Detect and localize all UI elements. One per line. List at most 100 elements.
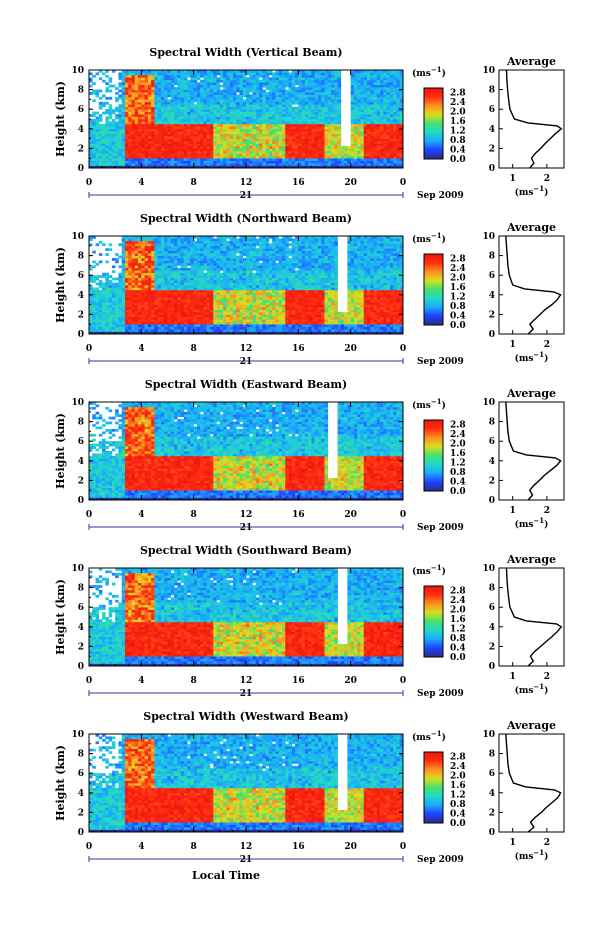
heatmap-cell	[147, 287, 152, 291]
heatmap-cell	[177, 270, 181, 274]
heatmap-cell	[105, 321, 109, 325]
heatmap-cell	[363, 136, 368, 139]
heatmap-cell	[193, 324, 198, 327]
heatmap-cell	[157, 92, 162, 95]
heatmap-cell	[213, 92, 217, 95]
heatmap-cell	[232, 123, 237, 127]
heatmap-cell	[151, 275, 155, 278]
heatmap-cell	[383, 116, 387, 120]
heatmap-cell	[170, 309, 175, 313]
heatmap-cell	[170, 304, 175, 308]
heatmap-cell	[206, 143, 211, 147]
heatmap-cell	[141, 109, 145, 112]
heatmap-cell	[360, 109, 365, 112]
heatmap-cell	[337, 126, 342, 130]
heatmap-cell	[144, 250, 149, 254]
heatmap-cell	[177, 99, 181, 103]
heatmap-cell	[242, 153, 247, 157]
heatmap-cell	[92, 123, 96, 127]
heatmap-cell	[157, 82, 162, 85]
heatmap-cell	[134, 255, 139, 259]
heatmap-cell	[147, 289, 152, 293]
heatmap-cell	[118, 104, 123, 108]
heatmap-cell	[219, 94, 224, 98]
heatmap-cell	[177, 133, 181, 137]
heatmap-cell	[324, 116, 329, 120]
heatmap-cell	[357, 128, 361, 132]
heatmap-cell	[177, 277, 181, 281]
heatmap-cell	[131, 292, 136, 296]
heatmap-cell	[232, 119, 237, 122]
heatmap-cell	[154, 311, 158, 315]
heatmap-cell	[167, 282, 172, 286]
heatmap-cell	[200, 262, 204, 266]
heatmap-cell	[170, 136, 175, 139]
heatmap-cell	[389, 79, 394, 83]
heatmap-cell	[353, 165, 358, 169]
heatmap-cell	[154, 265, 158, 269]
heatmap-cell	[121, 267, 126, 271]
heatmap-cell	[393, 128, 397, 132]
heatmap-cell	[154, 138, 158, 142]
heatmap-cell	[187, 316, 191, 320]
heatmap-cell	[144, 248, 149, 251]
heatmap-cell	[327, 109, 332, 112]
heatmap-cell	[229, 119, 234, 122]
heatmap-cell	[226, 148, 230, 152]
heatmap-cell	[232, 79, 237, 83]
heatmap-cell	[177, 70, 181, 73]
heatmap-cell	[389, 72, 394, 76]
heatmap-cell	[187, 248, 191, 251]
heatmap-cell	[89, 72, 93, 76]
heatmap-cell	[311, 138, 315, 142]
heatmap-cell	[164, 240, 168, 244]
heatmap-cell	[203, 126, 208, 130]
heatmap-cell	[193, 74, 198, 78]
heatmap-cell	[393, 136, 397, 139]
heatmap-cell	[380, 96, 384, 100]
heatmap-cell	[183, 82, 188, 85]
heatmap-cell	[121, 270, 126, 274]
heatmap-cell	[128, 138, 132, 142]
heatmap-cell	[360, 119, 365, 122]
heatmap-cell	[193, 329, 198, 332]
heatmap-cell	[134, 319, 139, 323]
heatmap-cell	[259, 141, 263, 144]
heatmap-cell	[134, 311, 139, 315]
heatmap-cell	[200, 304, 204, 308]
heatmap-cell	[350, 84, 355, 88]
heatmap-cell	[216, 136, 221, 139]
heatmap-cell	[177, 128, 181, 132]
heatmap-cell	[383, 138, 387, 142]
heatmap-cell	[141, 262, 145, 266]
heatmap-cell	[180, 111, 185, 115]
heatmap-cell	[154, 292, 158, 296]
heatmap-cell	[262, 111, 266, 115]
heatmap-cell	[108, 285, 113, 288]
heatmap-cell	[367, 148, 371, 152]
heatmap-cell	[157, 265, 162, 269]
heatmap-cell	[157, 126, 162, 130]
heatmap-cell	[193, 89, 198, 93]
heatmap-cell	[255, 160, 260, 164]
heatmap-cell	[317, 114, 322, 117]
heatmap-cell	[262, 155, 266, 159]
heatmap-cell	[183, 94, 188, 98]
heatmap-cell	[144, 158, 149, 161]
heatmap-cell	[108, 109, 113, 112]
heatmap-cell	[174, 262, 178, 266]
heatmap-cell	[151, 311, 155, 315]
heatmap-cell	[236, 104, 240, 108]
heatmap-cell	[386, 116, 391, 120]
heatmap-cell	[291, 111, 296, 115]
heatmap-cell	[308, 158, 312, 161]
heatmap-cell	[229, 116, 234, 120]
heatmap-cell	[360, 111, 365, 115]
heatmap-cell	[376, 131, 381, 134]
heatmap-cell	[367, 158, 371, 161]
heatmap-cell	[363, 114, 368, 117]
heatmap-cell	[262, 165, 266, 169]
heatmap-cell	[167, 319, 172, 323]
heatmap-cell	[124, 302, 129, 305]
heatmap-cell	[157, 138, 162, 142]
